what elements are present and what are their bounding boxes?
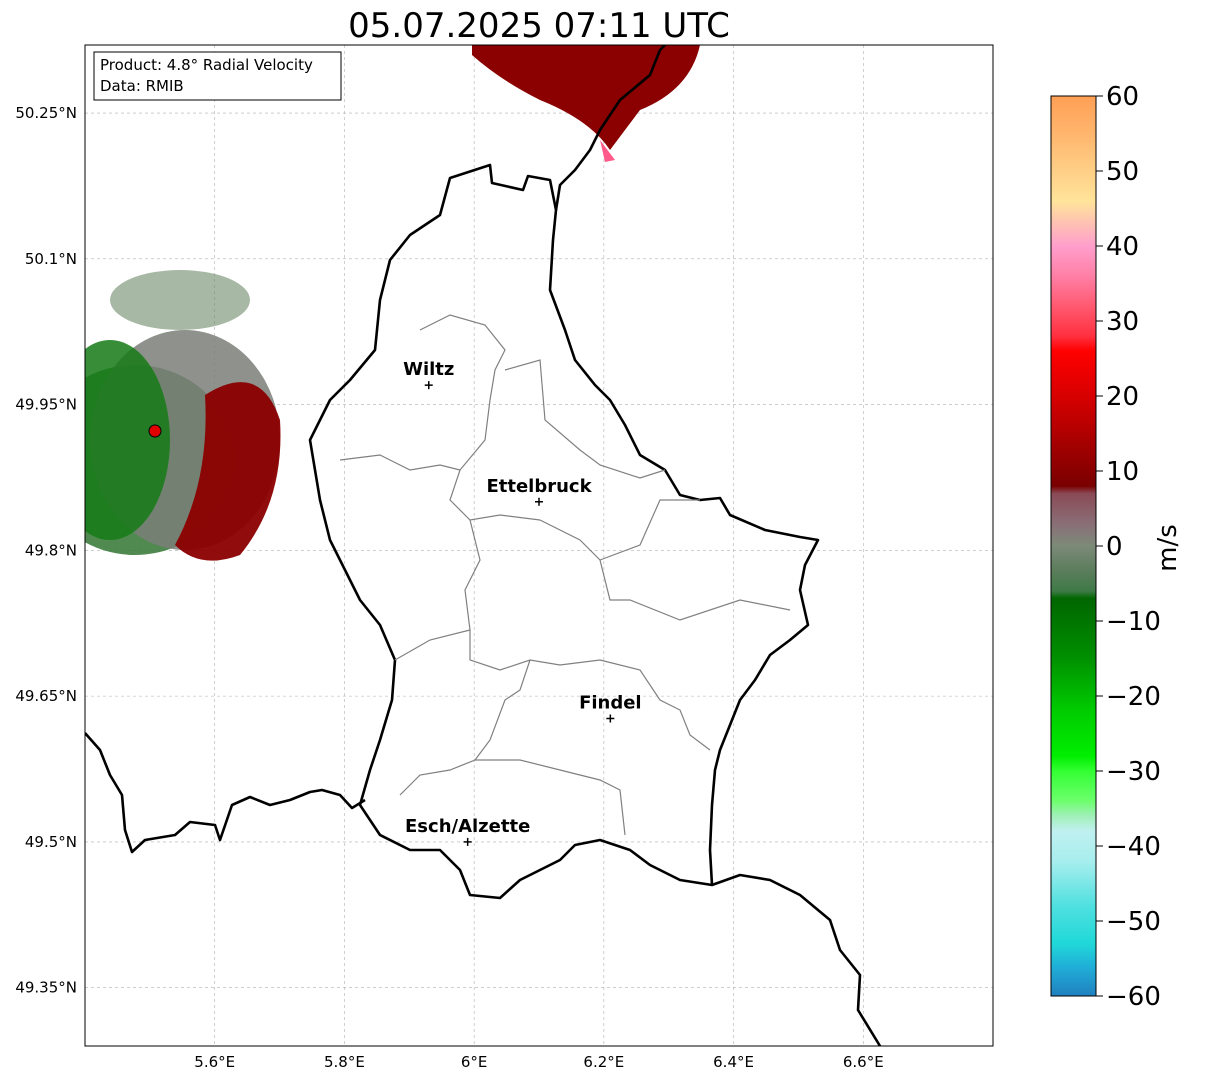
echo-north-pink: [600, 140, 615, 162]
city-label: Findel: [579, 692, 642, 713]
luxembourg-border: [308, 163, 820, 900]
lon-tick-label: 6°E: [461, 1053, 488, 1071]
lat-tick-label: 49.35°N: [15, 979, 77, 997]
colorbar-tick-label: −40: [1106, 832, 1161, 862]
city-marker: Ettelbruck: [486, 476, 593, 506]
france-germany-border: [711, 873, 882, 1046]
lat-tick-label: 49.95°N: [15, 396, 77, 414]
colorbar: 60 50 40 30 20 10 0 −10 −20 −30 −40 −50 −60: [1050, 82, 1161, 1012]
canton-borders: [339, 314, 791, 836]
lat-tick-label: 49.8°N: [25, 541, 77, 559]
colorbar-tick-label: 50: [1106, 157, 1139, 187]
lon-tick-label: 6.6°E: [843, 1053, 884, 1071]
canton-border-clervaux: [504, 359, 666, 479]
lat-tick-label: 50.25°N: [15, 104, 77, 122]
lon-tick-labels: 5.6°E 5.8°E 6°E 6.2°E 6.4°E 6.6°E: [194, 1053, 883, 1071]
plot-frame: [84, 44, 994, 1047]
colorbar-tick-label: 10: [1106, 457, 1139, 487]
echo-north-red: [472, 45, 700, 150]
radar-site-marker: [148, 424, 162, 438]
canton-border-east: [599, 499, 700, 561]
echo-approaching-green: [85, 340, 170, 540]
colorbar-bar: [1050, 95, 1097, 997]
colorbar-tick-label: 30: [1106, 307, 1139, 337]
germany-border-north: [554, 45, 666, 211]
lon-tick-label: 6.2°E: [583, 1053, 624, 1071]
canton-border-remich: [599, 659, 711, 751]
map-title: 05.07.2025 07:11 UTC: [348, 6, 730, 46]
echo-scatter-north: [110, 270, 250, 330]
colorbar-tick-label: −10: [1106, 607, 1161, 637]
echo-receding-red: [175, 382, 281, 561]
info-product: Product: 4.8° Radial Velocity: [100, 56, 313, 74]
canton-border-capellen: [394, 629, 471, 661]
colorbar-tick-label: −50: [1106, 907, 1161, 937]
canton-border-center: [464, 519, 601, 671]
borders: [85, 45, 882, 1046]
lon-tick-label: 6.4°E: [713, 1053, 754, 1071]
colorbar-tick-label: −30: [1106, 757, 1161, 787]
colorbar-label: m/s: [1153, 524, 1183, 572]
belgium-france-border: [85, 732, 366, 854]
city-marker: Esch/Alzette: [405, 816, 530, 846]
canton-border-north: [419, 314, 541, 521]
canton-border-mersch: [539, 519, 791, 621]
canton-border-south: [475, 759, 626, 836]
canton-border-wiltz: [339, 454, 461, 471]
lat-tick-label: 50.1°N: [25, 250, 77, 268]
colorbar-tick-label: 0: [1106, 532, 1123, 562]
city-label: Esch/Alzette: [405, 816, 530, 837]
colorbar-tick-label: −20: [1106, 682, 1161, 712]
city-label: Wiltz: [403, 359, 454, 380]
city-marker: Findel: [579, 692, 642, 723]
info-data-source: Data: RMIB: [100, 77, 184, 95]
colorbar-tick-label: 40: [1106, 232, 1139, 262]
city-marker: Wiltz: [403, 359, 454, 390]
lon-tick-label: 5.8°E: [324, 1053, 365, 1071]
city-label: Ettelbruck: [486, 476, 592, 497]
lat-tick-label: 49.65°N: [15, 687, 77, 705]
canton-border-luxembourg: [399, 659, 531, 796]
colorbar-tick-label: −60: [1106, 982, 1161, 1012]
colorbar-tick-label: 60: [1106, 82, 1139, 112]
city-markers: Wiltz Ettelbruck Findel Esch/Alzette: [403, 359, 642, 846]
lon-tick-label: 5.6°E: [194, 1053, 235, 1071]
lat-tick-labels: 50.25°N 50.1°N 49.95°N 49.8°N 49.65°N 49.5°N 4…: [15, 104, 77, 997]
info-box: Product: 4.8° Radial Velocity Data: RMIB: [93, 51, 342, 101]
radar-echoes: [85, 45, 700, 561]
colorbar-tick-label: 20: [1106, 382, 1139, 412]
colorbar-ticks: 60 50 40 30 20 10 0 −10 −20 −30 −40 −50 −60: [1096, 82, 1161, 1012]
lat-tick-label: 49.5°N: [25, 833, 77, 851]
